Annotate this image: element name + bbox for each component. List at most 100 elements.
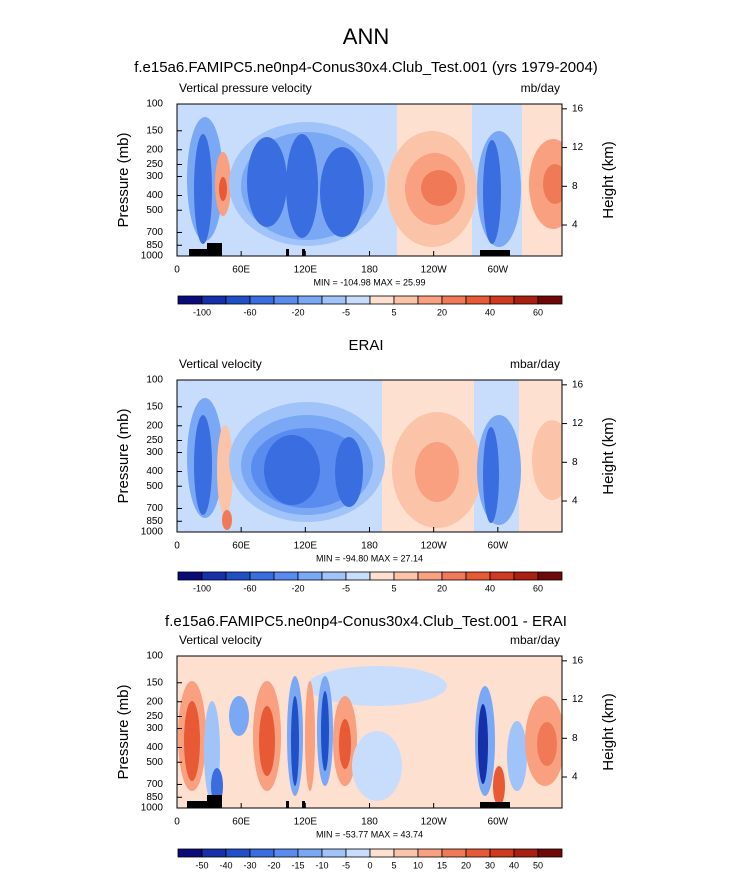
colorbar-box	[321, 848, 347, 858]
y-tick-label: 850	[146, 792, 163, 803]
y-tick-label: 700	[146, 227, 163, 238]
x-tick-label: 180	[361, 265, 378, 276]
colorbar-box	[393, 848, 419, 858]
colorbar-box	[297, 571, 323, 581]
x-tick-label: 120E	[294, 265, 318, 276]
y-tick-label: 150	[146, 125, 163, 136]
x-tick-label: 120W	[421, 817, 448, 828]
x-tick-label: 60W	[488, 541, 509, 552]
y2-tick-label: 8	[572, 733, 578, 744]
colorbar-label: -30	[243, 860, 256, 870]
colorbar-box	[249, 571, 275, 581]
colorbar-box	[369, 571, 395, 581]
colorbar-label: 40	[509, 860, 519, 870]
y-tick-label: 250	[146, 435, 163, 446]
y-tick-label: 400	[146, 466, 163, 477]
colorbar-box	[417, 848, 443, 858]
x-tick-label: 180	[361, 817, 378, 828]
y-tick-label: 1000	[141, 527, 164, 538]
colorbar-box	[225, 295, 251, 305]
colorbar-label: 30	[485, 860, 495, 870]
y-tick-label: 250	[146, 159, 163, 170]
colorbar-box	[225, 571, 251, 581]
y2-tick-label: 4	[572, 496, 578, 507]
colorbar-label: -60	[243, 307, 256, 317]
y-tick-label: 500	[146, 481, 163, 492]
colorbar-label: 0	[367, 860, 372, 870]
y-tick-label: 400	[146, 190, 163, 201]
y-tick-label: 300	[146, 723, 163, 734]
y2-axis-label: Height (km)	[600, 141, 617, 219]
colorbar-box	[177, 295, 203, 305]
right-subtitle: mbar/day	[510, 633, 560, 647]
y-tick-label: 300	[146, 447, 163, 458]
y2-axis-label: Height (km)	[600, 693, 617, 771]
y2-tick-label: 12	[572, 418, 584, 429]
colorbar-box	[201, 295, 227, 305]
y-tick-label: 200	[146, 144, 163, 155]
y-tick-label: 700	[146, 779, 163, 790]
y2-axis-label: Height (km)	[600, 417, 617, 495]
panel-title: ERAI	[348, 337, 383, 354]
colorbar-label: 60	[533, 307, 543, 317]
y-tick-label: 150	[146, 677, 163, 688]
colorbar-label: 5	[391, 860, 396, 870]
colorbar-box	[393, 571, 419, 581]
y-axis-label: Pressure (mb)	[115, 408, 132, 503]
colorbar-box	[513, 571, 539, 581]
colorbar-box	[273, 295, 299, 305]
colorbar-box	[537, 848, 563, 858]
y-tick-label: 100	[146, 375, 163, 386]
colorbar-label: 15	[437, 860, 447, 870]
y-tick-label: 300	[146, 171, 163, 182]
colorbar-box	[441, 848, 467, 858]
x-tick-label: 60E	[232, 817, 250, 828]
y-tick-label: 250	[146, 711, 163, 722]
y-tick-label: 200	[146, 420, 163, 431]
colorbar-box	[177, 571, 203, 581]
colorbar-box	[249, 848, 275, 858]
x-tick-label: 120E	[294, 541, 318, 552]
colorbar-label: -5	[342, 307, 350, 317]
colorbar-box	[465, 571, 491, 581]
colorbar-box	[393, 295, 419, 305]
colorbar-label: -5	[342, 583, 350, 593]
colorbar-box	[273, 571, 299, 581]
colorbar-box	[417, 295, 443, 305]
colorbar-box	[489, 848, 515, 858]
x-tick-label: 120W	[421, 541, 448, 552]
contour-field	[177, 656, 562, 808]
colorbar-box	[369, 848, 395, 858]
colorbar-label: -50	[195, 860, 208, 870]
colorbar-label: -60	[243, 583, 256, 593]
min-max-annotation: MIN = -104.98 MAX = 25.99	[313, 277, 425, 287]
x-tick-label: 0	[174, 265, 180, 276]
x-tick-label: 0	[174, 817, 180, 828]
x-tick-label: 120W	[421, 265, 448, 276]
y2-tick-label: 8	[572, 181, 578, 192]
y-axis-label: Pressure (mb)	[115, 132, 132, 227]
colorbar-box	[345, 848, 371, 858]
contour-field	[177, 104, 562, 256]
y-tick-label: 100	[146, 99, 163, 110]
y-tick-label: 500	[146, 205, 163, 216]
y-tick-label: 400	[146, 742, 163, 753]
x-tick-label: 60W	[488, 265, 509, 276]
min-max-annotation: MIN = -94.80 MAX = 27.14	[316, 553, 423, 563]
x-tick-label: 60W	[488, 817, 509, 828]
colorbar-box	[201, 571, 227, 581]
y2-tick-label: 16	[572, 103, 584, 114]
y-axis-label: Pressure (mb)	[115, 684, 132, 779]
y-tick-label: 500	[146, 757, 163, 768]
colorbar-label: -10	[315, 860, 328, 870]
colorbar-box	[201, 848, 227, 858]
colorbar-box	[297, 295, 323, 305]
colorbar-label: 40	[485, 307, 495, 317]
colorbar-label: -100	[193, 307, 211, 317]
colorbar-box	[225, 848, 251, 858]
colorbar-label: 10	[413, 860, 423, 870]
colorbar-label: -40	[219, 860, 232, 870]
y2-tick-label: 12	[572, 142, 584, 153]
colorbar-box	[345, 571, 371, 581]
